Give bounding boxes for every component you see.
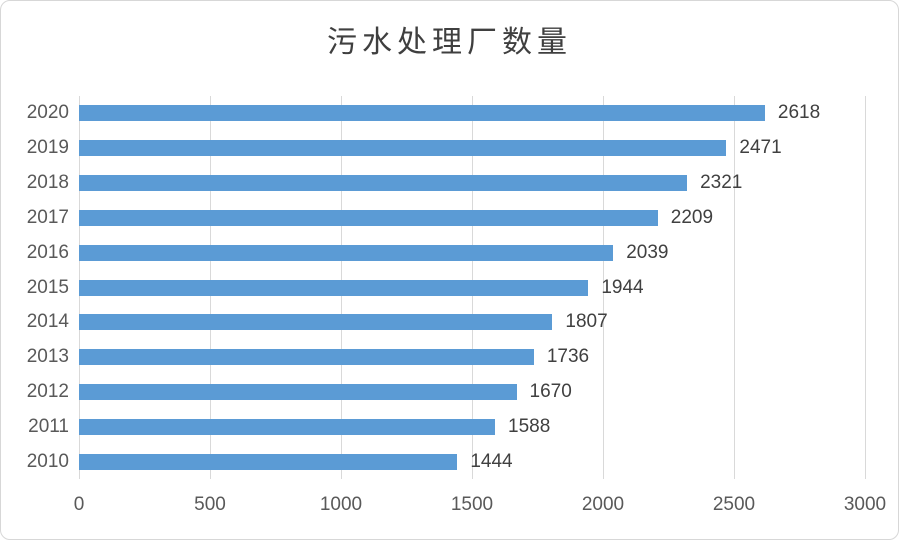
plot-area: 0 500 1000 1500 2000 2500 3000 2020 2618 2019 2471… xyxy=(27,96,886,515)
y-axis-category-label: 2016 xyxy=(26,241,69,263)
x-axis-tick-label: 0 xyxy=(73,494,85,515)
bar-value-label: 1444 xyxy=(470,450,513,472)
bar-value-label: 1670 xyxy=(529,380,572,402)
bar xyxy=(79,105,765,122)
bar-value-label: 2471 xyxy=(739,137,782,159)
x-axis-tick-label: 3000 xyxy=(843,494,887,515)
bar xyxy=(79,140,727,157)
bar xyxy=(79,349,534,366)
y-axis-category-label: 2020 xyxy=(26,102,69,124)
gridline xyxy=(602,96,604,479)
bar-value-label: 1588 xyxy=(508,415,551,437)
bar xyxy=(79,279,589,296)
gridline xyxy=(733,96,735,479)
bar-value-label: 2039 xyxy=(626,241,669,263)
bar-value-label: 2618 xyxy=(777,102,821,124)
bar xyxy=(79,175,688,192)
bar xyxy=(79,453,458,470)
bar-value-label: 1944 xyxy=(601,276,644,298)
x-axis-tick-label: 500 xyxy=(194,494,226,515)
bar xyxy=(79,244,614,261)
y-axis-category-label: 2017 xyxy=(26,206,69,228)
x-axis-tick-label: 2500 xyxy=(712,494,756,515)
y-axis-category-label: 2018 xyxy=(26,172,69,194)
y-axis-category-label: 2012 xyxy=(26,380,69,402)
chart-title: 污水处理厂数量 xyxy=(327,25,572,60)
y-axis-category-label: 2014 xyxy=(26,311,69,333)
y-axis-category-label: 2013 xyxy=(26,346,69,368)
bar-value-label: 1736 xyxy=(546,346,590,368)
x-axis-tick-label: 1500 xyxy=(450,494,494,515)
bar xyxy=(79,418,496,435)
y-axis-category-label: 2019 xyxy=(26,137,69,159)
y-axis-category-label: 2011 xyxy=(28,415,69,437)
gridline xyxy=(864,96,866,479)
bar-value-label: 2321 xyxy=(700,172,743,194)
bar xyxy=(79,314,553,331)
bar xyxy=(79,209,658,226)
bar-value-label: 2209 xyxy=(670,206,714,228)
x-axis-tick-label: 1000 xyxy=(319,494,363,515)
x-axis-tick-label: 2000 xyxy=(581,494,625,515)
bar xyxy=(79,383,517,400)
y-axis-category-label: 2010 xyxy=(26,450,69,472)
y-axis-category-label: 2015 xyxy=(26,276,69,298)
bar-value-label: 1807 xyxy=(565,311,608,333)
